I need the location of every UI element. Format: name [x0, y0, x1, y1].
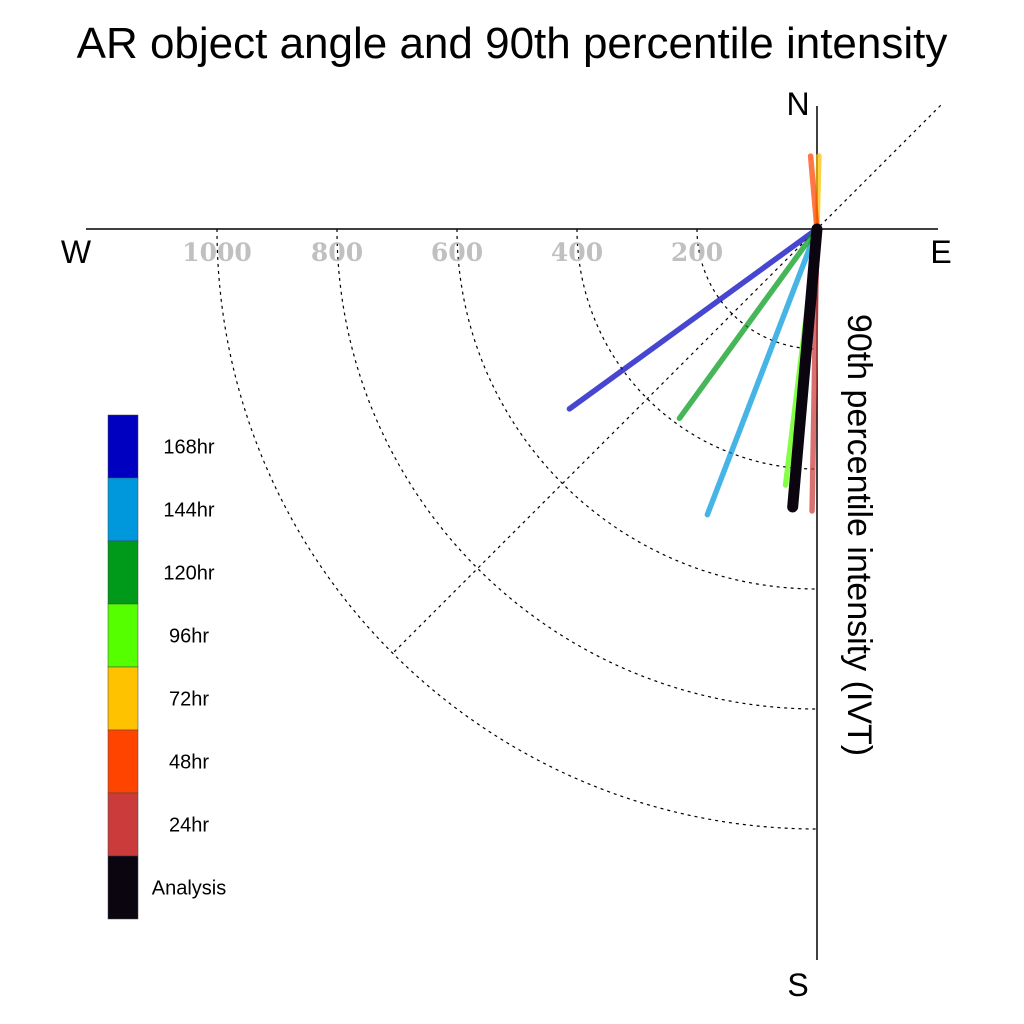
- radial-tick-labels: 200 400 600 800 1000: [182, 238, 723, 267]
- tick-label-400: 400: [551, 238, 603, 267]
- legend-label-24hr: 24hr: [169, 815, 209, 837]
- y-axis-label: 90th percentile intensity (IVT): [840, 314, 878, 756]
- legend-swatch-96hr: [107, 603, 139, 668]
- grid-arc-400: [576, 228, 818, 470]
- compass-east: E: [930, 234, 951, 270]
- legend-label-144hr: 144hr: [163, 500, 214, 522]
- legend-swatch-48hr: [107, 729, 139, 794]
- vectors: [566, 153, 823, 518]
- legend-label-96hr: 96hr: [169, 626, 209, 648]
- legend-label-120hr: 120hr: [163, 563, 214, 585]
- legend-swatch-analysis: [107, 855, 139, 920]
- tick-label-800: 800: [311, 238, 363, 267]
- legend-label-48hr: 48hr: [169, 752, 209, 774]
- vector-120hr: [676, 226, 820, 422]
- vector-48hr: [807, 153, 820, 232]
- chart-title: AR object angle and 90th percentile inte…: [77, 19, 948, 68]
- legend-swatch-72hr: [107, 666, 139, 731]
- grid-arc-800: [336, 228, 818, 710]
- legend-swatch-24hr: [107, 792, 139, 857]
- legend-swatch-168hr: [107, 414, 139, 479]
- tick-label-1000: 1000: [182, 238, 252, 267]
- compass-west: W: [61, 234, 92, 270]
- vector-144hr: [704, 226, 820, 518]
- legend-label-72hr: 72hr: [169, 689, 209, 711]
- legend: 168hr 144hr 120hr 96hr 72hr 48hr 24hr Analysis: [107, 414, 226, 920]
- legend-swatch-144hr: [107, 477, 139, 542]
- vector-168hr: [566, 226, 820, 412]
- legend-label-168hr: 168hr: [163, 437, 214, 459]
- diagonal-guide: [392, 104, 942, 654]
- tick-label-200: 200: [671, 238, 723, 267]
- grid-arc-1000: [216, 228, 818, 830]
- vector-analysis: [787, 223, 823, 513]
- legend-label-analysis: Analysis: [152, 878, 226, 900]
- compass-south: S: [787, 967, 808, 1003]
- legend-swatch-120hr: [107, 540, 139, 605]
- compass-north: N: [786, 86, 809, 122]
- grid-arc-200: [696, 228, 818, 350]
- tick-label-600: 600: [431, 238, 483, 267]
